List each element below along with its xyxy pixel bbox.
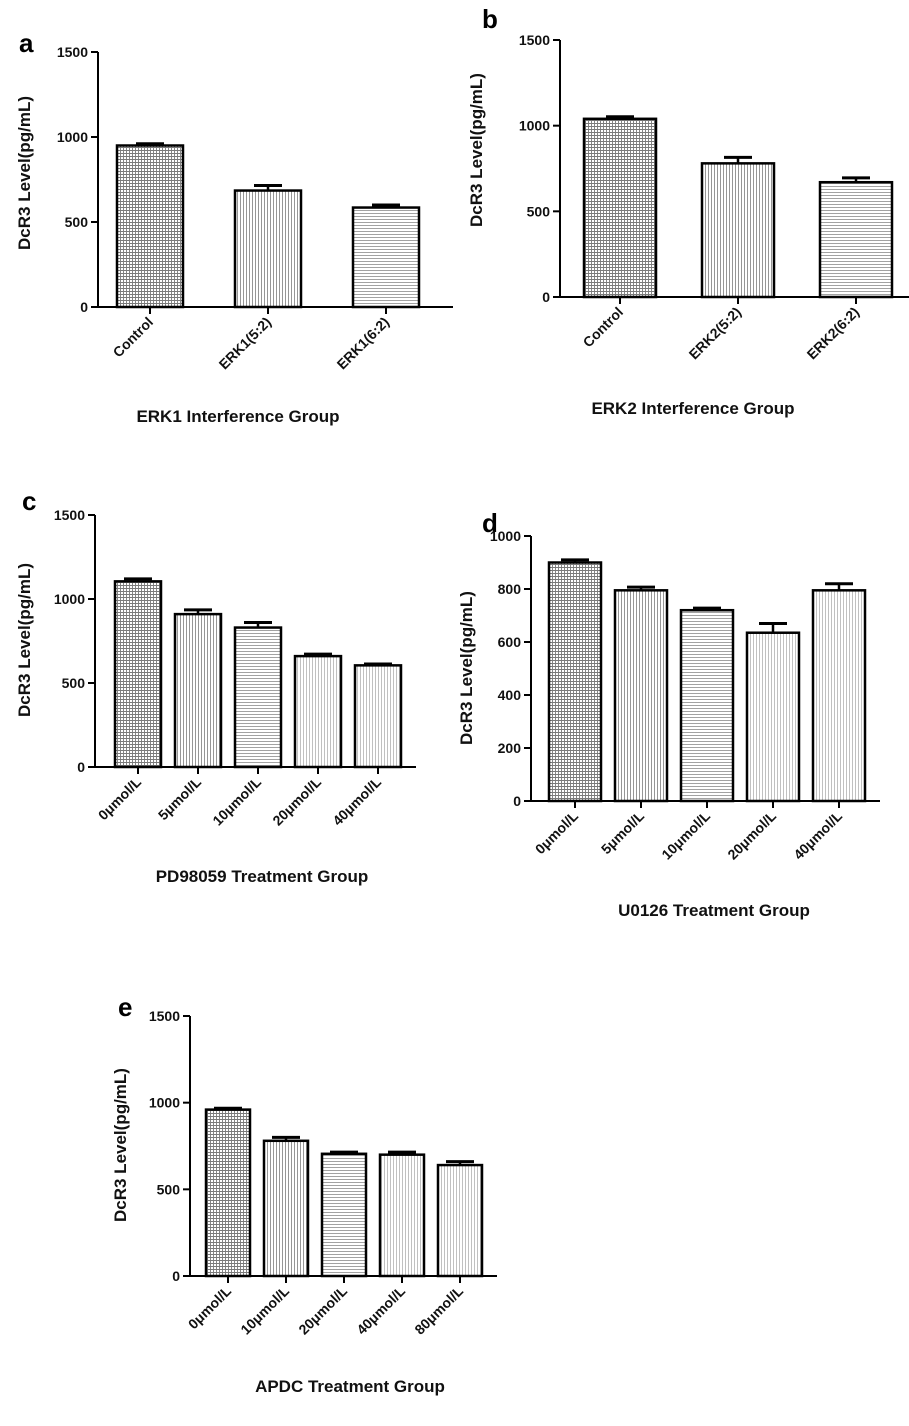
y-axis-title: DcR3 Level(pg/mL)	[111, 1068, 130, 1222]
x-axis-title: ERK1 Interference Group	[136, 407, 339, 426]
x-tick-label: 40μmol/L	[353, 1282, 408, 1337]
x-tick-label: 5μmol/L	[598, 807, 648, 857]
y-tick-label: 1500	[54, 507, 85, 523]
y-tick-label: 0	[80, 299, 88, 315]
y-tick-label: 500	[527, 203, 551, 219]
bar	[115, 144, 185, 309]
x-tick-label: 40μmol/L	[790, 807, 845, 862]
y-tick-label: 600	[498, 634, 522, 650]
y-tick-label: 200	[498, 740, 522, 756]
bar	[351, 206, 421, 309]
y-tick-label: 500	[62, 675, 86, 691]
panel-letter-e: e	[118, 992, 132, 1022]
bar	[173, 612, 223, 769]
panel-a: a 0 500 1000 1500 DcR3 Level(pg/mL) Control ER…	[15, 28, 453, 426]
x-axis-title: PD98059 Treatment Group	[156, 867, 369, 886]
bar	[113, 580, 163, 769]
y-tick-label: 400	[498, 687, 522, 703]
bar	[204, 1108, 252, 1278]
x-tick-label: Control	[580, 304, 627, 351]
y-axis-title: DcR3 Level(pg/mL)	[467, 73, 486, 227]
bar	[233, 189, 303, 309]
bar	[436, 1163, 484, 1278]
bar	[582, 117, 658, 299]
bar	[818, 180, 894, 299]
x-tick-label: 5μmol/L	[155, 773, 205, 823]
bar	[378, 1153, 426, 1278]
panel-letter-c: c	[22, 486, 36, 516]
x-tick-label: ERK1(5:2)	[215, 314, 274, 373]
y-tick-label: 0	[542, 289, 550, 305]
y-axis-title: DcR3 Level(pg/mL)	[457, 591, 476, 745]
bar	[293, 654, 343, 769]
y-tick-label: 0	[172, 1268, 180, 1284]
panel-c: c 0 500 1000 1500 DcR3 Level(pg/mL) 0μmol/L 5μ…	[15, 486, 416, 886]
y-tick-label: 0	[77, 759, 85, 775]
panel-letter-d: d	[482, 508, 498, 538]
x-tick-label: 10μmol/L	[209, 773, 264, 828]
panel-e: e 0 500 1000 1500 DcR3 Level(pg/mL) 0μmol/L 10…	[111, 992, 497, 1396]
y-tick-label: 1000	[149, 1095, 180, 1111]
x-tick-label: 0μmol/L	[532, 807, 582, 857]
x-tick-label: 20μmol/L	[295, 1282, 350, 1337]
x-tick-label: 20μmol/L	[269, 773, 324, 828]
bar	[811, 589, 867, 803]
y-tick-label: 1000	[57, 129, 88, 145]
x-axis-title: ERK2 Interference Group	[591, 399, 794, 418]
panel-b: b 0 500 1000 1500 DcR3 Level(pg/mL) Control ER…	[467, 4, 909, 418]
bar	[547, 561, 603, 803]
panel-letter-b: b	[482, 4, 498, 34]
y-tick-label: 500	[157, 1181, 181, 1197]
bar	[700, 162, 776, 299]
x-tick-label: ERK2(5:2)	[685, 304, 744, 363]
y-tick-label: 1500	[519, 32, 550, 48]
x-tick-label: 10μmol/L	[658, 807, 713, 862]
y-axis-title: DcR3 Level(pg/mL)	[15, 96, 34, 250]
bar	[613, 589, 669, 803]
y-tick-label: 1000	[490, 528, 521, 544]
x-tick-label: 20μmol/L	[724, 807, 779, 862]
x-axis-title: U0126 Treatment Group	[618, 901, 810, 920]
bar	[320, 1152, 368, 1278]
y-tick-label: 1000	[54, 591, 85, 607]
bar	[262, 1139, 310, 1278]
y-tick-label: 500	[65, 214, 89, 230]
y-tick-label: 1000	[519, 118, 550, 134]
x-tick-label: 80μmol/L	[411, 1282, 466, 1337]
panel-d: d 0 200 400 600 800 1000 DcR3 Level(pg/mL) 0μmo…	[457, 508, 880, 920]
y-tick-label: 1500	[57, 44, 88, 60]
y-tick-label: 0	[513, 793, 521, 809]
panel-letter-a: a	[19, 28, 34, 58]
x-tick-label: ERK1(6:2)	[333, 314, 392, 373]
x-tick-label: 0μmol/L	[185, 1282, 235, 1332]
x-tick-label: ERK2(6:2)	[803, 304, 862, 363]
x-tick-label: 0μmol/L	[95, 773, 145, 823]
x-tick-label: 40μmol/L	[329, 773, 384, 828]
y-axis-title: DcR3 Level(pg/mL)	[15, 563, 34, 717]
x-tick-label: 10μmol/L	[237, 1282, 292, 1337]
bar	[353, 664, 403, 769]
x-tick-label: Control	[110, 314, 157, 361]
y-tick-label: 1500	[149, 1008, 180, 1024]
bar	[745, 631, 801, 803]
bar	[233, 626, 283, 769]
y-tick-label: 800	[498, 581, 522, 597]
x-axis-title: APDC Treatment Group	[255, 1377, 445, 1396]
bar	[679, 608, 735, 803]
